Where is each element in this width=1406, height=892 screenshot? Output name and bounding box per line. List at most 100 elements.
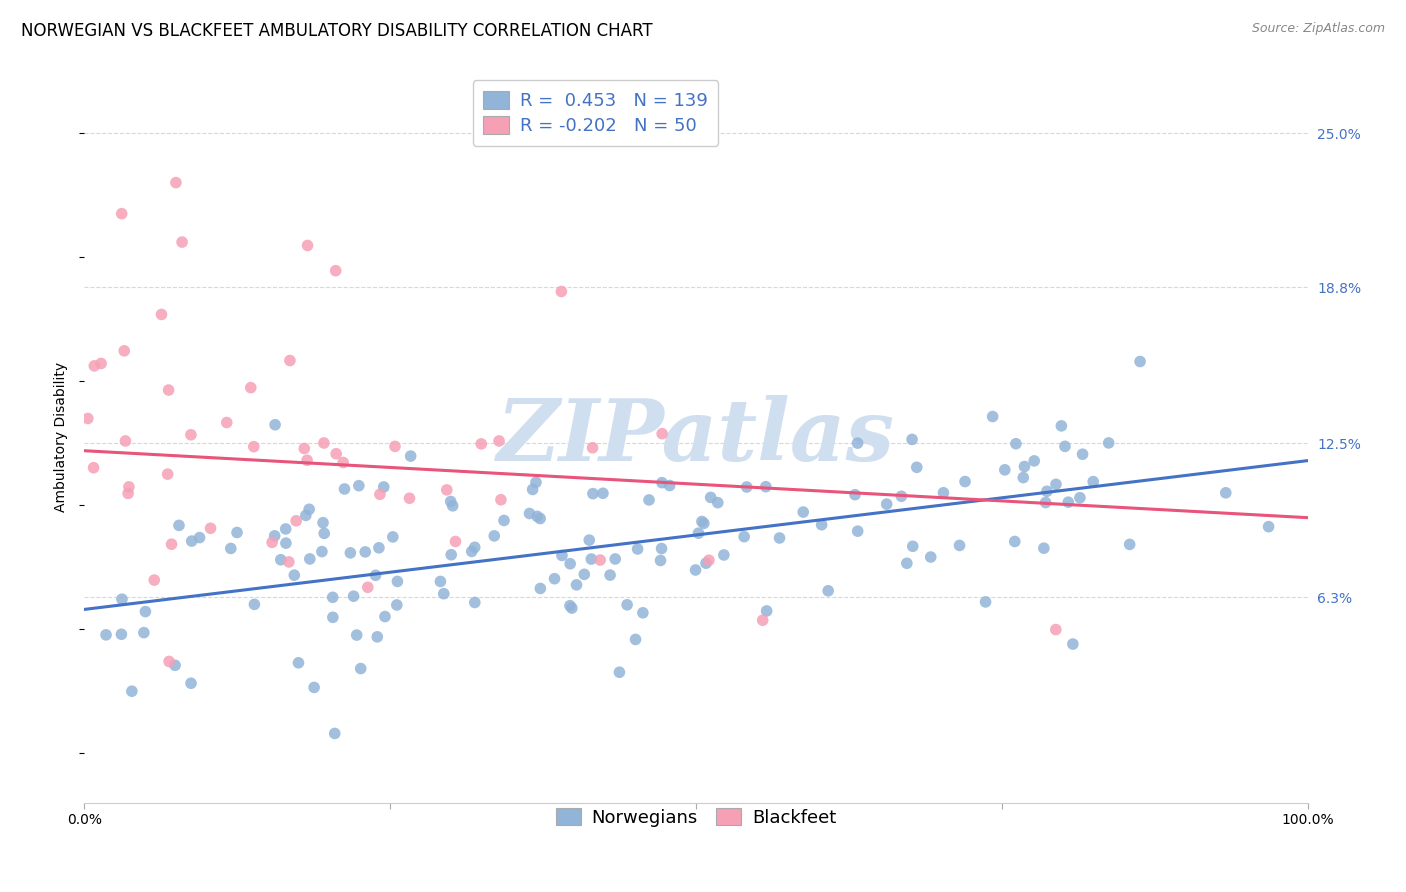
Point — [312, 436, 335, 450]
Point — [651, 426, 673, 441]
Point — [440, 548, 463, 562]
Point — [239, 381, 262, 395]
Point — [953, 475, 976, 489]
Point — [1036, 484, 1059, 499]
Point — [165, 658, 187, 673]
Point — [134, 605, 156, 619]
Point — [470, 437, 492, 451]
Point — [1045, 477, 1067, 491]
Point — [94, 628, 117, 642]
Point — [373, 480, 395, 494]
Point — [433, 587, 456, 601]
Point — [295, 508, 318, 523]
Point — [180, 534, 202, 549]
Point — [180, 427, 202, 442]
Point — [605, 552, 627, 566]
Point — [226, 525, 249, 540]
Point — [1057, 495, 1080, 509]
Point — [264, 417, 287, 432]
Point — [381, 530, 404, 544]
Point — [387, 574, 409, 589]
Point — [332, 456, 354, 470]
Point — [398, 491, 420, 506]
Point — [461, 544, 484, 558]
Point — [132, 625, 155, 640]
Point — [558, 599, 581, 613]
Point — [429, 574, 451, 589]
Point — [464, 541, 486, 555]
Point — [624, 632, 647, 647]
Point — [188, 531, 211, 545]
Point — [436, 483, 458, 497]
Point — [90, 356, 112, 370]
Point — [920, 550, 942, 565]
Point — [693, 516, 716, 531]
Point — [118, 480, 141, 494]
Point — [713, 548, 735, 562]
Point — [170, 235, 193, 249]
Point — [323, 726, 346, 740]
Point — [522, 483, 544, 497]
Point — [167, 518, 190, 533]
Point — [631, 606, 654, 620]
Point — [582, 486, 605, 500]
Point — [157, 655, 180, 669]
Point — [278, 353, 301, 368]
Point — [143, 573, 166, 587]
Point — [277, 555, 299, 569]
Point — [599, 568, 621, 582]
Point — [399, 449, 422, 463]
Point — [114, 434, 136, 448]
Point — [974, 595, 997, 609]
Point — [180, 676, 202, 690]
Point — [83, 460, 105, 475]
Text: ZIPatlas: ZIPatlas — [496, 395, 896, 479]
Point — [488, 434, 510, 448]
Point — [243, 598, 266, 612]
Point — [1005, 436, 1028, 450]
Point — [1118, 537, 1140, 551]
Point — [156, 467, 179, 482]
Point — [948, 538, 970, 552]
Point — [560, 557, 582, 571]
Y-axis label: Ambulatory Disability: Ambulatory Disability — [55, 362, 69, 512]
Point — [346, 628, 368, 642]
Point — [242, 440, 264, 454]
Point — [1071, 447, 1094, 461]
Point — [366, 630, 388, 644]
Point — [157, 383, 180, 397]
Point — [347, 478, 370, 492]
Point — [295, 453, 318, 467]
Point — [695, 556, 717, 570]
Point — [325, 447, 347, 461]
Point — [551, 549, 574, 563]
Point — [581, 552, 603, 566]
Point — [441, 499, 464, 513]
Point — [994, 463, 1017, 477]
Point — [1014, 459, 1036, 474]
Point — [292, 442, 315, 456]
Point — [1069, 491, 1091, 505]
Point — [792, 505, 814, 519]
Point — [755, 480, 778, 494]
Point — [1012, 470, 1035, 484]
Point — [83, 359, 105, 373]
Point — [846, 436, 869, 450]
Point — [200, 521, 222, 535]
Point — [160, 537, 183, 551]
Point — [733, 530, 755, 544]
Point — [150, 308, 173, 322]
Point — [384, 439, 406, 453]
Point — [1035, 495, 1057, 509]
Point — [219, 541, 242, 556]
Point — [263, 529, 285, 543]
Point — [1062, 637, 1084, 651]
Point — [368, 541, 391, 555]
Point — [274, 536, 297, 550]
Point — [298, 502, 321, 516]
Point — [492, 513, 515, 527]
Point — [561, 601, 583, 615]
Point — [658, 478, 681, 492]
Point — [697, 553, 720, 567]
Point — [529, 582, 551, 596]
